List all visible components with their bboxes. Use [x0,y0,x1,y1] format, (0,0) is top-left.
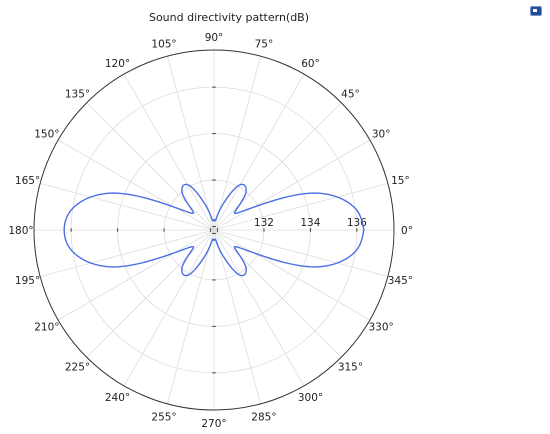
series-line-0 [63,183,365,277]
spoke-195 [40,229,215,277]
spoke-150 [57,139,215,231]
angle-label-330: 330° [368,322,393,334]
angle-label-195: 195° [15,275,40,287]
spoke-45 [213,102,342,231]
spoke-345 [213,229,388,277]
spoke-255 [167,229,215,404]
angle-label-0: 0° [401,225,413,237]
angle-label-180: 180° [8,225,33,237]
window-icon[interactable] [530,6,542,16]
angle-label-285: 285° [251,411,276,423]
radial-label-134: 134 [300,217,320,229]
angle-label-255: 255° [151,411,176,423]
angle-label-30: 30° [372,129,391,141]
angle-label-90: 90° [205,32,224,44]
spoke-165 [40,183,215,231]
angle-label-150: 150° [34,129,59,141]
spoke-315 [213,229,342,358]
spoke-120 [123,73,215,231]
angle-label-135: 135° [65,89,90,101]
angle-label-270: 270° [201,418,226,430]
angle-label-15: 15° [391,175,410,187]
spoke-210 [57,229,215,321]
angle-label-45: 45° [341,89,360,101]
angle-label-240: 240° [105,392,130,404]
angle-label-315: 315° [338,361,363,373]
outer-circle [33,49,395,411]
angle-label-60: 60° [301,58,320,70]
spoke-15 [213,183,388,231]
radial-label-136: 136 [347,217,367,229]
spoke-285 [213,229,261,404]
spoke-330 [213,229,371,321]
angle-label-345: 345° [388,275,413,287]
angle-label-120: 120° [105,58,130,70]
radial-ticks [70,86,358,374]
spoke-135 [86,102,215,231]
radial-tick-labels: 132 134 136 [254,217,367,229]
spoke-300 [213,229,305,387]
angle-label-75: 75° [255,39,274,51]
radial-label-132: 132 [254,217,274,229]
polar-grid [33,49,395,411]
spoke-105 [167,56,215,231]
spoke-75 [213,56,261,231]
angle-label-105: 105° [151,39,176,51]
spoke-30 [213,139,371,231]
angle-label-225: 225° [65,361,90,373]
spoke-240 [123,229,215,387]
spoke-225 [86,229,215,358]
angle-label-300: 300° [298,392,323,404]
series-layer [63,183,365,277]
angle-tick-labels: 0° 15° 30° 45° 60° 75° 90° 105° 120° 135° 150° 165°… [8,32,413,430]
spoke-60 [213,73,305,231]
angle-label-210: 210° [34,322,59,334]
chart-title: Sound directivity pattern(dB) [149,11,309,24]
angle-label-165: 165° [15,175,40,187]
